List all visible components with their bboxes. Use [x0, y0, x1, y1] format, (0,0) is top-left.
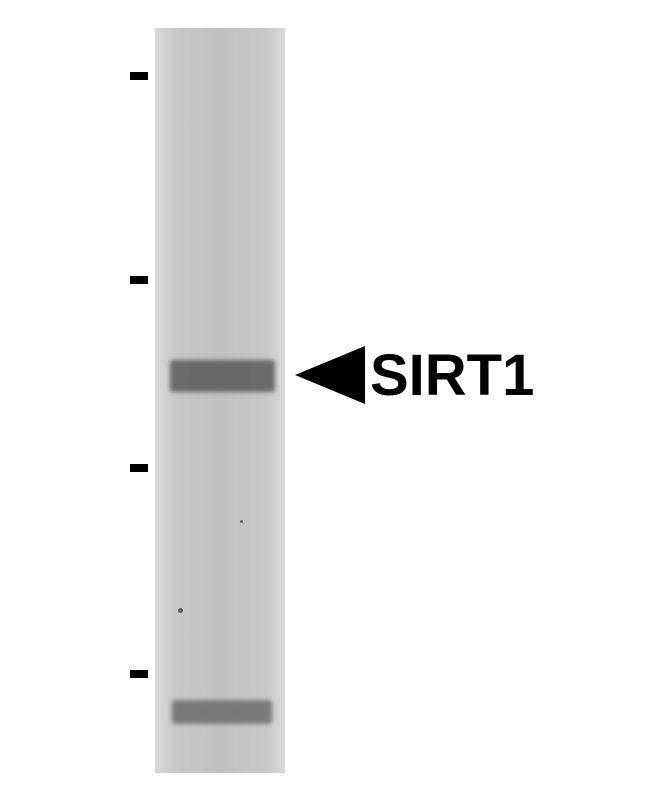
marker-tick: [130, 670, 148, 678]
marker-tick: [130, 72, 148, 80]
noise-dot: [240, 520, 243, 523]
lower-band: [172, 700, 272, 724]
sirt1-band: [170, 360, 275, 392]
marker-tick: [130, 276, 148, 284]
noise-dot: [178, 608, 183, 613]
arrow-indicator: [295, 346, 365, 404]
marker-tick: [130, 464, 148, 472]
protein-label: SIRT1: [370, 342, 534, 409]
gel-lane: [155, 28, 285, 773]
